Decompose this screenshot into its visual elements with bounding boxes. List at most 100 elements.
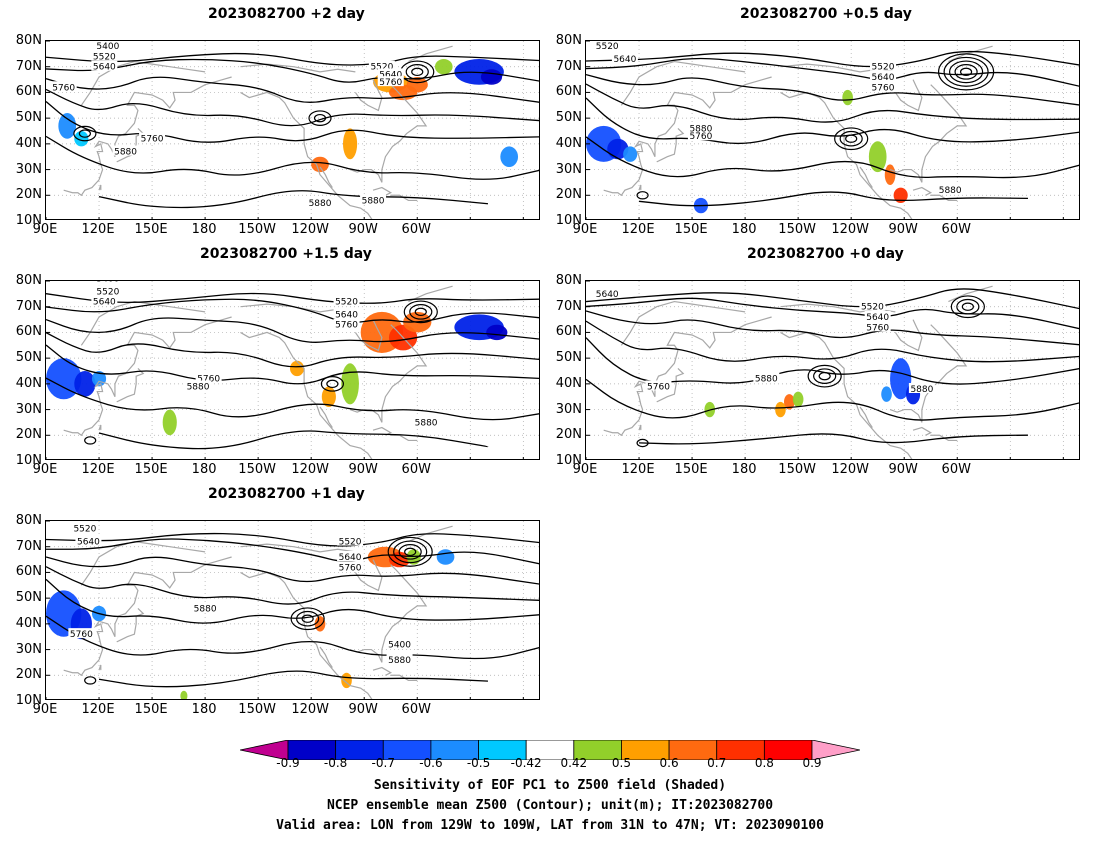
sensitivity-patch [436,549,455,565]
lat-tick-label: 50N [555,110,582,126]
lat-tick-label: 30N [15,401,42,417]
contour-label-bg [139,132,166,143]
lon-tick-label: 90W [888,462,918,477]
map-plot: 5520 5640 5880 5760 5520 5640 5760 5400 5880 [45,520,540,700]
lon-tick-label: 180 [191,462,217,477]
lat-tick-label: 20N [15,187,42,203]
contour-label-bg [185,380,212,391]
contour-label: 5520 [370,63,393,73]
map-svg: 540055205640576058805520564057605880 [46,281,539,459]
contour-center [813,368,837,384]
contour-line [586,297,1079,330]
colorbar-tick-label: -0.8 [323,756,348,770]
contour-center [387,536,433,567]
lon-tick-label: 150E [134,462,168,477]
contour-line [46,566,539,605]
contour-label-bg [195,372,222,383]
sensitivity-patch [343,128,358,160]
contour-label-bg [386,653,413,664]
sensitivity-patch [486,324,508,341]
lon-tick-label: 120W [291,462,329,477]
colorbar-tick-label: -0.7 [371,756,395,770]
caption-line-3: Valid area: LON from 129W to 109W, LAT f… [276,818,824,833]
coastline [354,79,383,112]
contour-label: 5520 [872,63,895,73]
contour-label-bg [360,194,387,205]
lat-tick-label: 50N [15,590,42,606]
caption-line-2: NCEP ensemble mean Z500 (Contour); unit(… [326,798,774,813]
coastline [349,564,428,663]
z500-contours [586,50,1079,207]
panel-title: 2023082700 +0 day [747,246,904,262]
sensitivity-patch [289,360,305,377]
sensitivity-patch [74,131,89,147]
lat-tick-label: 50N [555,350,582,366]
contour-label-bg [413,416,440,427]
coastline [116,607,145,643]
z500-contours [46,532,539,688]
lat-tick-label: 20N [555,427,582,443]
sensitivity-patch [46,358,82,400]
lat-tick-label: 30N [555,401,582,417]
contour-center [839,130,863,147]
contour-label-bg [333,295,360,306]
sensitivity-patch [893,187,908,204]
sensitivity-shading [704,358,921,418]
colorbar-tick-label: -0.6 [419,756,443,770]
lat-tick-label: 60N [555,84,582,100]
sensitivity-patch [842,89,853,106]
contour-label: 5880 [362,196,385,206]
contour-line [638,191,1028,207]
lon-tick-label: 120W [831,222,869,237]
contour-line [46,317,539,343]
contour-label: 5640 [613,55,636,65]
contour-label: 5880 [689,124,712,134]
coastline [80,300,206,346]
contour-center [296,610,320,627]
lon-tick-label: 60W [401,702,431,717]
lat-tick-label: 60N [15,564,42,580]
contour-label-bg [94,285,121,296]
sensitivity-patch [881,386,892,402]
contour-label: 5520 [73,525,96,535]
contour-line [46,344,539,385]
contour-center [393,540,428,564]
sensitivity-patch [406,77,428,93]
lon-tick-label: 90W [348,222,378,237]
contour-label-bg [333,318,360,329]
panel-title: 2023082700 +0.5 day [740,6,912,22]
contour-center [954,64,978,80]
coastline [603,76,772,197]
tick-marks [46,521,524,699]
contour-line [46,532,539,547]
lon-tick-label: 120E [81,702,115,717]
lon-tick-label: 120W [291,702,329,717]
sensitivity-patch [623,146,638,162]
contour-center [290,607,325,631]
sensitivity-patch [868,141,887,173]
lon-tick-label: 120E [621,462,655,477]
lat-tick-label: 60N [15,324,42,340]
contour-label: 5760 [52,83,75,93]
lat-tick-label: 60N [555,324,582,340]
panel-title: 2023082700 +1 day [208,486,365,502]
coastline [859,166,873,188]
contour-center [414,307,427,317]
contour-center [845,134,858,143]
contour-label-bg [333,308,360,319]
lon-tick-label: 180 [191,222,217,237]
contour-label: 5640 [93,63,116,73]
contour-label-bg [870,71,896,81]
contour-center [398,544,422,560]
coastline [603,316,772,437]
coastline [80,60,206,106]
lon-tick-label: 120W [291,222,329,237]
coastlines [63,285,453,459]
lon-tick-label: 180 [191,702,217,717]
lon-tick-label: 180 [731,462,757,477]
lat-tick-label: 80N [555,273,582,288]
contour-label-bg [337,561,364,572]
lat-tick-label: 50N [15,350,42,366]
